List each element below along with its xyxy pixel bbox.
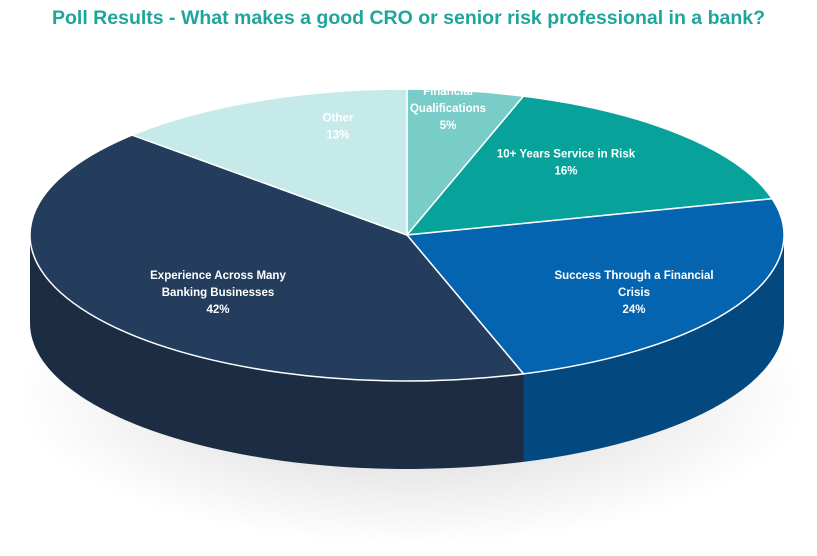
pie-labels: Financial Qualifications 5% 10+ Years Servi…: [150, 86, 713, 316]
pie-slice-label-3: Experience Across Many: [150, 270, 286, 282]
pie-slice-label-0: Financial: [423, 86, 473, 98]
pie-slice-side-3: [30, 235, 524, 469]
pie-slice-value-3: 42%: [206, 304, 229, 316]
pie-slice-label-2: Success Through a Financial: [554, 270, 713, 282]
pie-slice-2: [406, 197, 785, 375]
pie-tops: [29, 88, 785, 382]
pie-slice-value-1: 16%: [554, 166, 577, 178]
pie-slice-4: [131, 88, 408, 236]
pie-slice-label-3: Banking Businesses: [162, 287, 274, 299]
pie-slice-1: [406, 95, 773, 236]
pie-slice-value-4: 13%: [326, 130, 349, 142]
chart-title: Poll Results - What makes a good CRO or …: [52, 7, 765, 29]
pie-slice-3: [29, 134, 525, 382]
pie-slice-label-1: 10+ Years Service in Risk: [497, 149, 636, 161]
pie-slice-value-0: 5%: [440, 120, 457, 132]
pie-slice-label-0: Qualifications: [410, 103, 486, 115]
pie-slice-value-2: 24%: [622, 304, 645, 316]
pie-slice-label-2: Crisis: [618, 287, 650, 299]
pie-slice-label-4: Other: [323, 113, 354, 125]
pie-sides: [30, 235, 784, 469]
pie-slice-side-2: [523, 235, 784, 462]
